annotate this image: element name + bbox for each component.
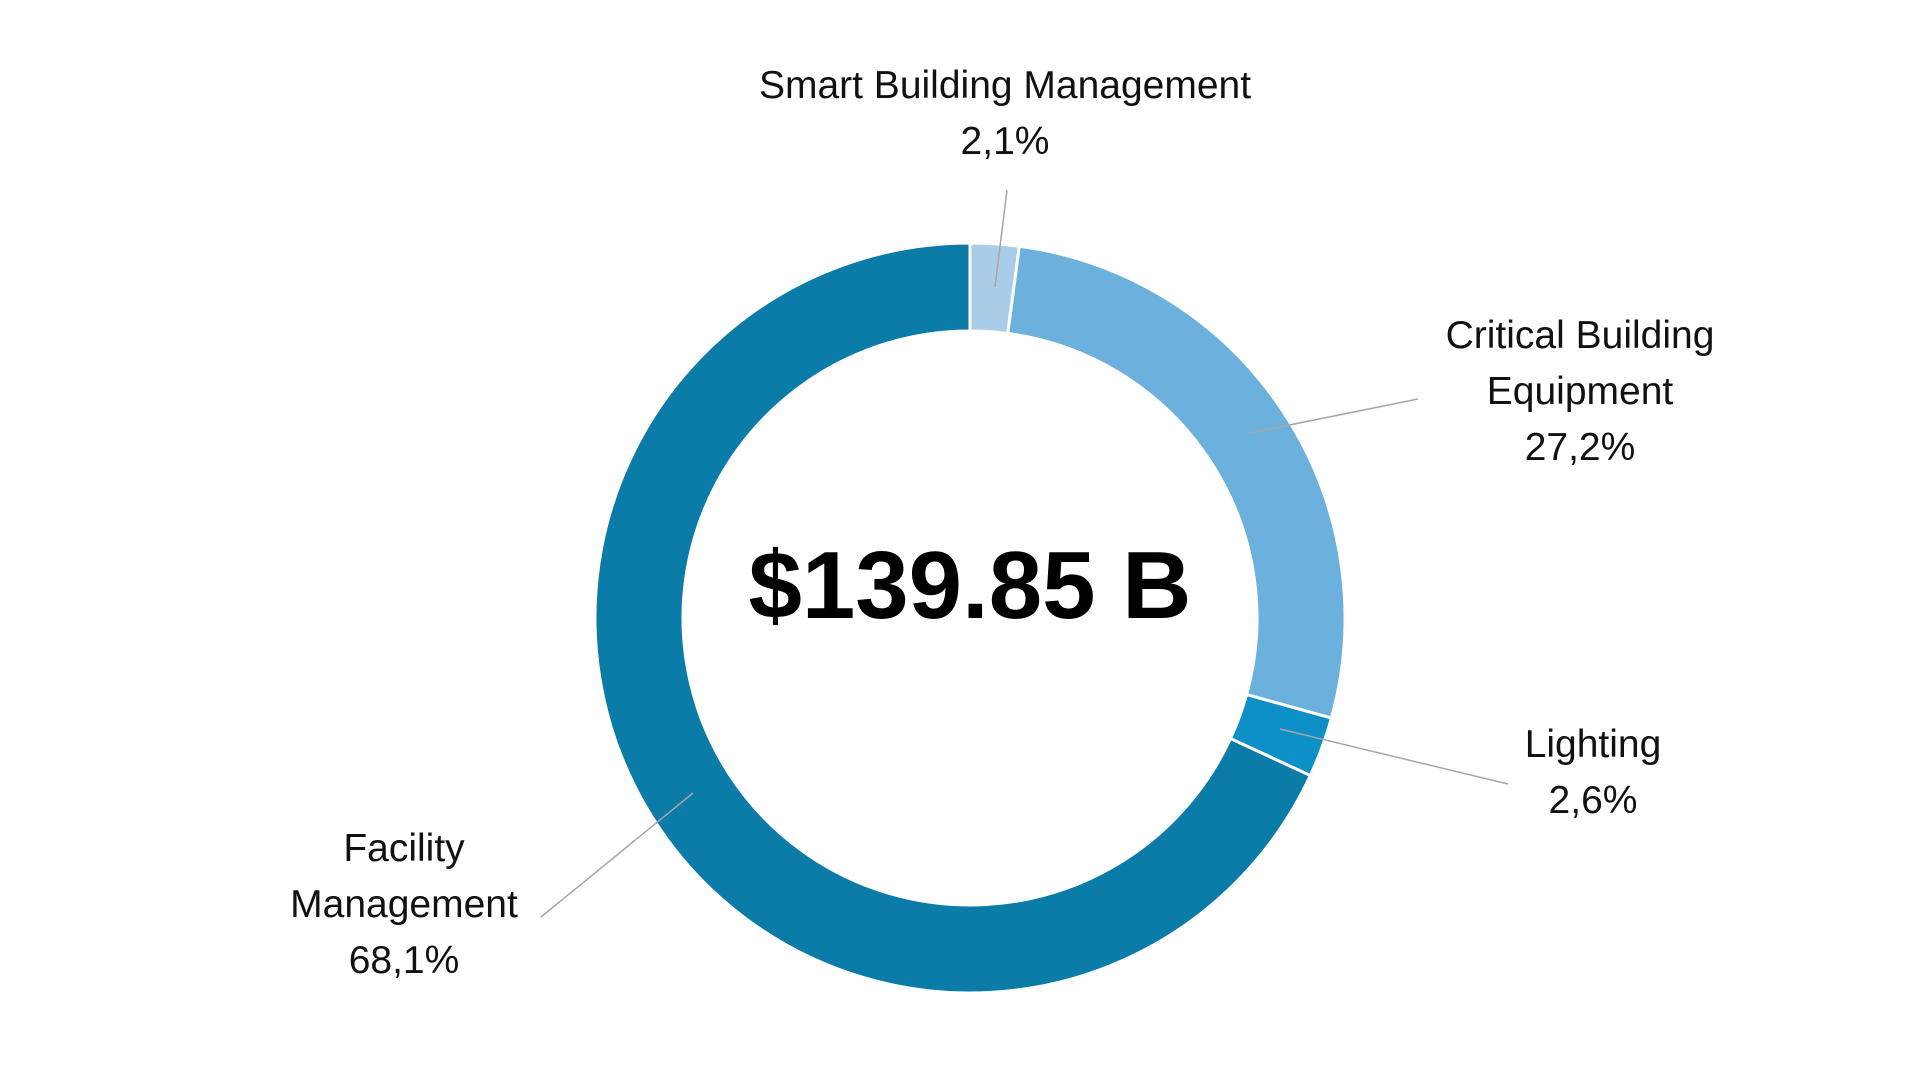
slice-label-critical-building-equipment: Critical Building Equipment 27,2%: [1446, 314, 1715, 469]
slice-value-label: 2,6%: [1549, 779, 1638, 822]
donut-slices: [593, 241, 1347, 995]
leader-line-smart-building-management: [994, 189, 1008, 288]
slice-value-label: 27,2%: [1525, 426, 1636, 469]
slice-name-label: Lighting: [1525, 723, 1662, 766]
center-total-label: $139.85 B: [748, 532, 1191, 639]
leader-line-lighting: [1279, 728, 1509, 785]
slice-label-lighting: Lighting 2,6%: [1525, 723, 1662, 822]
leader-lines: [540, 189, 1509, 918]
slice-name-label: Facility: [343, 827, 465, 870]
slice-labels: Smart Building Management 2,1% Critical Bu…: [290, 64, 1714, 982]
slice-value-label: 68,1%: [349, 939, 460, 982]
slice-name-label: Smart Building Management: [759, 64, 1251, 107]
slice-value-label: 2,1%: [961, 120, 1050, 163]
slice-name-label: Critical Building: [1446, 314, 1715, 357]
slice-label-facility-management: Facility Management 68,1%: [290, 827, 518, 982]
slice-name-label: Equipment: [1487, 370, 1674, 413]
leader-line-facility-management: [540, 792, 694, 918]
slice-label-smart-building-management: Smart Building Management 2,1%: [759, 64, 1251, 163]
slice-name-label: Management: [290, 883, 518, 926]
leader-line-critical-building-equipment: [1249, 398, 1419, 434]
slice-critical-building-equipment: [1006, 244, 1347, 720]
slice-facility-management: [593, 241, 1313, 995]
